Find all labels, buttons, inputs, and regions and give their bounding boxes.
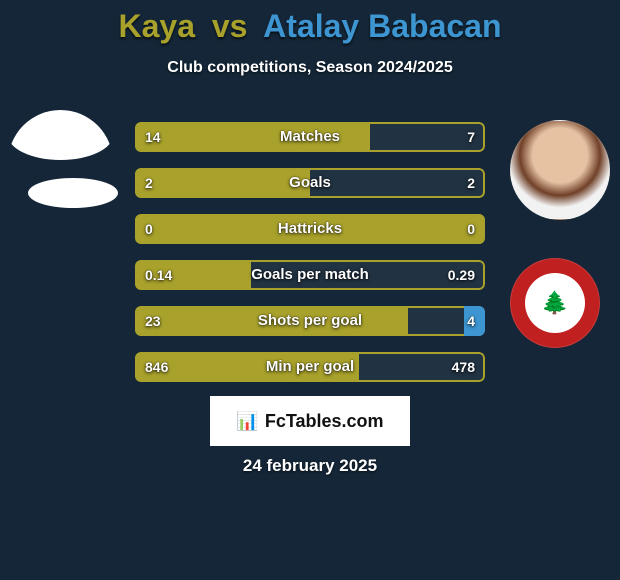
stat-bars: Matches14 7 Goals2 2 Hattricks0 0 Goals per ma…	[135, 122, 485, 398]
bar-label: Matches	[135, 122, 485, 152]
bar-label: Hattricks	[135, 214, 485, 244]
stat-bar-row: Shots per goal23 4	[135, 306, 485, 336]
bar-value-right: 0	[467, 214, 475, 244]
bar-label: Min per goal	[135, 352, 485, 382]
bar-value-left: 0	[145, 214, 153, 244]
bar-value-right: 0.29	[448, 260, 475, 290]
title: Kaya vs Atalay Babacan	[0, 0, 620, 45]
stat-bar-row: Hattricks0 0	[135, 214, 485, 244]
fctables-logo[interactable]: 📊 FcTables.com	[210, 396, 410, 446]
bar-value-left: 846	[145, 352, 168, 382]
bar-value-right: 7	[467, 122, 475, 152]
title-player1: Kaya	[118, 8, 195, 44]
ellipse-shape	[8, 110, 113, 160]
bar-value-left: 23	[145, 306, 161, 336]
title-player2: Atalay Babacan	[263, 8, 501, 44]
club-badge-inner: 🌲	[525, 273, 585, 333]
stat-bar-row: Goals per match0.14 0.29	[135, 260, 485, 290]
date-label: 24 february 2025	[0, 456, 620, 476]
bar-value-left: 0.14	[145, 260, 172, 290]
bar-label: Goals per match	[135, 260, 485, 290]
bar-label: Shots per goal	[135, 306, 485, 336]
stat-bar-row: Goals2 2	[135, 168, 485, 198]
player1-club-placeholder	[28, 178, 118, 208]
bar-value-right: 4	[467, 306, 475, 336]
stat-bar-row: Matches14 7	[135, 122, 485, 152]
bar-value-right: 2	[467, 168, 475, 198]
subtitle: Club competitions, Season 2024/2025	[0, 59, 620, 77]
player2-avatar	[510, 120, 610, 220]
bar-label: Goals	[135, 168, 485, 198]
bar-value-left: 2	[145, 168, 153, 198]
comparison-infographic: Kaya vs Atalay Babacan Club competitions…	[0, 0, 620, 580]
bar-value-left: 14	[145, 122, 161, 152]
stat-bar-row: Min per goal846 478	[135, 352, 485, 382]
player2-club-badge: 🌲	[510, 258, 600, 348]
logo-text: FcTables.com	[265, 411, 384, 432]
chart-icon: 📊	[236, 411, 258, 432]
bar-value-right: 478	[452, 352, 475, 382]
title-vs: vs	[212, 8, 248, 44]
tree-icon: 🌲	[541, 290, 568, 316]
